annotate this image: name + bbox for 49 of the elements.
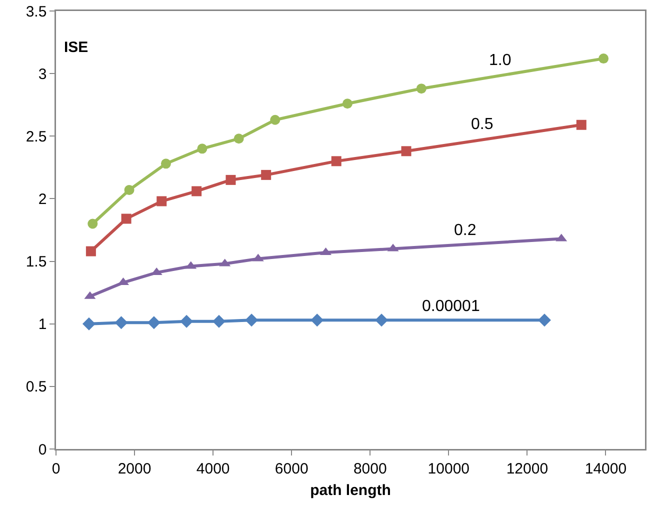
point [82, 317, 96, 330]
point [192, 186, 202, 196]
point [261, 170, 272, 180]
point [270, 114, 280, 125]
point [401, 146, 412, 156]
point [212, 314, 226, 328]
point [124, 184, 134, 195]
point [147, 316, 160, 330]
y-tick-label: 0.5 [26, 378, 47, 396]
x-axis-title: path length [310, 482, 391, 500]
point [245, 314, 258, 327]
series-label: 0.5 [471, 116, 494, 133]
y-tick-label: 3.5 [26, 3, 47, 20]
series-label: 0.2 [454, 222, 476, 239]
x-tick-label: 8000 [353, 460, 387, 478]
x-tick-label: 2000 [118, 460, 152, 478]
x-tick-label: 10000 [428, 460, 470, 478]
point [86, 246, 96, 256]
x-tick-label: 0 [52, 460, 60, 478]
point [375, 314, 388, 327]
y-tick-label: 2 [38, 190, 47, 208]
x-tick-label: 12000 [506, 460, 548, 478]
point [88, 218, 98, 229]
y-tick-label: 3 [38, 66, 47, 83]
point [342, 98, 352, 109]
point [331, 156, 342, 166]
point [310, 314, 324, 327]
point [197, 144, 208, 154]
y-axis-title: ISE [64, 39, 88, 56]
y-tick-label: 0 [38, 441, 47, 458]
point [538, 314, 551, 327]
point [121, 214, 132, 224]
point [598, 54, 609, 64]
x-tick-label: 4000 [196, 460, 230, 478]
point [226, 174, 236, 185]
point [180, 314, 194, 328]
point [416, 84, 426, 94]
series-label: 0.00001 [422, 298, 480, 315]
x-tick-label: 14000 [584, 460, 627, 478]
y-tick-label: 1.5 [26, 254, 47, 271]
point [114, 316, 128, 330]
y-tick-label: 1 [38, 316, 47, 334]
point [576, 120, 586, 130]
point [156, 196, 167, 206]
point [234, 134, 244, 144]
series-label: 1.0 [489, 52, 512, 69]
point [160, 158, 171, 169]
y-tick-label: 2.5 [26, 128, 47, 146]
x-tick-label: 6000 [274, 460, 308, 478]
